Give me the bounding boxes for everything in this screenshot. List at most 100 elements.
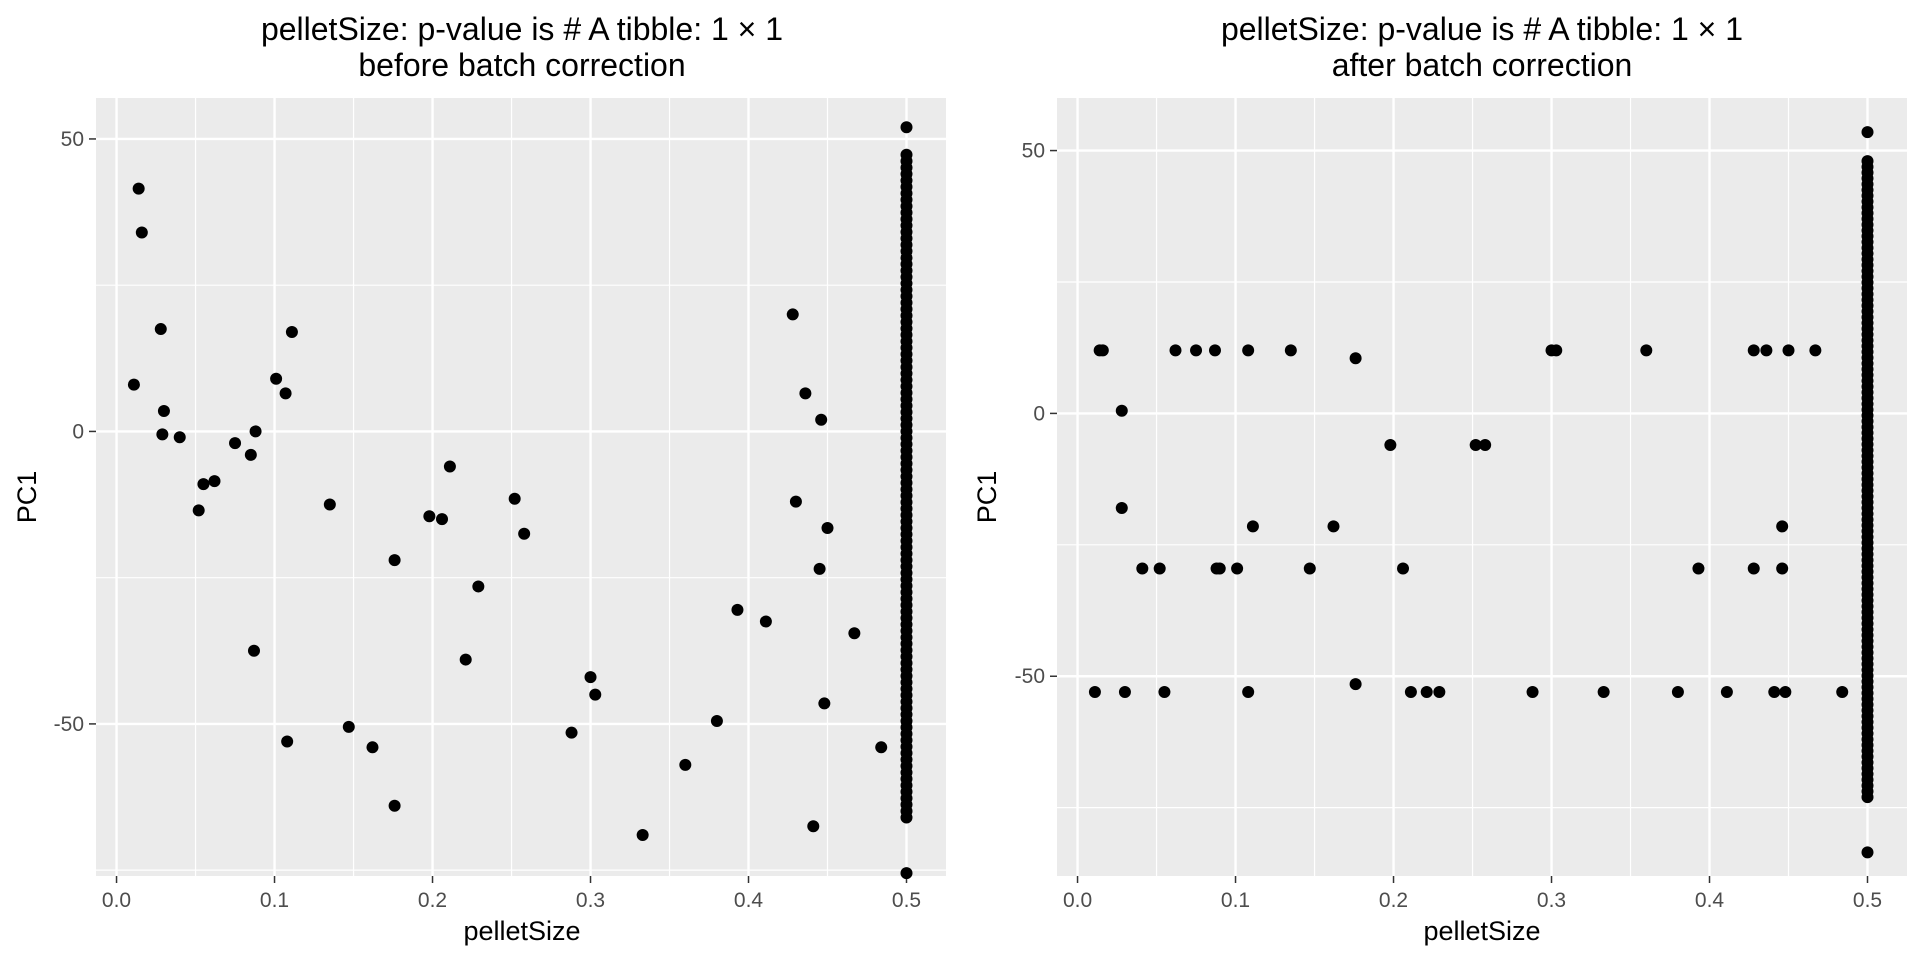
data-point — [815, 413, 828, 426]
data-point — [1136, 562, 1149, 575]
x-axis-title: pelletSize — [1423, 916, 1540, 946]
data-point — [157, 404, 170, 417]
data-point — [731, 603, 744, 616]
data-point — [366, 741, 379, 754]
data-point — [1720, 686, 1733, 699]
data-point — [1747, 562, 1760, 575]
data-point — [518, 527, 531, 540]
data-point — [1284, 344, 1297, 357]
data-point — [173, 431, 186, 444]
data-point — [807, 820, 820, 833]
data-point — [1861, 846, 1874, 859]
panel-before-correction: pelletSize: p-value is # A tibble: 1 × 1… — [12, 11, 946, 946]
x-tick-label: 0.1 — [1221, 889, 1250, 912]
data-point — [1190, 344, 1203, 357]
data-point — [584, 671, 597, 684]
data-point — [1242, 344, 1255, 357]
data-point — [1597, 686, 1610, 699]
y-tick-label: 0 — [1033, 402, 1045, 425]
data-point — [1242, 686, 1255, 699]
data-point — [1158, 686, 1171, 699]
data-point — [1692, 562, 1705, 575]
data-point — [244, 448, 257, 461]
data-point — [1208, 344, 1221, 357]
data-point — [472, 580, 485, 593]
data-point — [1303, 562, 1316, 575]
x-tick-label: 0.3 — [1537, 889, 1566, 912]
chart-subtitle: after batch correction — [1332, 47, 1633, 83]
data-point — [789, 495, 802, 508]
data-point — [813, 562, 826, 575]
data-point — [132, 182, 145, 195]
data-point — [1420, 686, 1433, 699]
data-point — [710, 714, 723, 727]
data-point — [436, 513, 449, 526]
data-point — [1768, 686, 1781, 699]
data-point — [1469, 438, 1482, 451]
data-point — [1088, 686, 1101, 699]
data-point — [1246, 520, 1259, 533]
data-point — [565, 726, 578, 739]
data-point — [508, 492, 521, 505]
plot-background — [1057, 98, 1907, 876]
data-point — [443, 460, 456, 473]
y-tick-label: -50 — [1015, 665, 1045, 688]
x-tick-label: 0.2 — [1379, 889, 1408, 912]
data-point — [459, 653, 472, 666]
data-point — [156, 428, 169, 441]
data-point — [388, 799, 401, 812]
data-point — [1349, 678, 1362, 691]
data-point — [589, 688, 602, 701]
x-axis-title: pelletSize — [463, 916, 580, 946]
x-tick-label: 0.5 — [892, 889, 921, 912]
x-tick-label: 0.3 — [576, 889, 605, 912]
chart-title: pelletSize: p-value is # A tibble: 1 × 1 — [1221, 11, 1743, 47]
data-point — [1760, 344, 1773, 357]
data-point — [285, 325, 298, 338]
data-point — [1213, 562, 1226, 575]
data-point — [208, 475, 221, 488]
chart-subtitle: before batch correction — [358, 47, 685, 83]
data-point — [1782, 344, 1795, 357]
data-point — [192, 504, 205, 517]
data-point — [1433, 686, 1446, 699]
data-point — [247, 644, 260, 657]
x-tick-label: 0.5 — [1853, 889, 1882, 912]
data-point — [1096, 344, 1109, 357]
data-point — [1779, 686, 1792, 699]
data-point — [1327, 520, 1340, 533]
x-tick-label: 0.0 — [102, 889, 131, 912]
panel-after-correction: pelletSize: p-value is # A tibble: 1 × 1… — [972, 11, 1907, 946]
x-tick-label: 0.1 — [260, 889, 289, 912]
data-point — [197, 478, 210, 491]
data-point — [900, 121, 913, 134]
data-point — [1836, 686, 1849, 699]
data-point — [636, 829, 649, 842]
data-point — [279, 387, 292, 400]
data-point — [1153, 562, 1166, 575]
data-point — [679, 758, 692, 771]
data-point — [135, 226, 148, 239]
data-point — [759, 615, 772, 628]
y-tick-label: -50 — [54, 713, 84, 736]
data-point — [1115, 502, 1128, 515]
data-point — [1404, 686, 1417, 699]
data-point — [281, 735, 294, 748]
data-point — [1861, 155, 1874, 168]
data-point — [1231, 562, 1244, 575]
data-point — [1640, 344, 1653, 357]
data-point — [1115, 404, 1128, 417]
data-point — [1526, 686, 1539, 699]
y-tick-label: 50 — [61, 128, 84, 151]
data-point — [1550, 344, 1563, 357]
x-tick-label: 0.2 — [418, 889, 447, 912]
data-point — [127, 378, 140, 391]
data-point — [270, 372, 283, 385]
data-point — [1397, 562, 1410, 575]
data-point — [388, 554, 401, 567]
data-point — [154, 323, 167, 336]
data-point — [1809, 344, 1822, 357]
data-point — [1671, 686, 1684, 699]
data-point — [249, 425, 262, 438]
